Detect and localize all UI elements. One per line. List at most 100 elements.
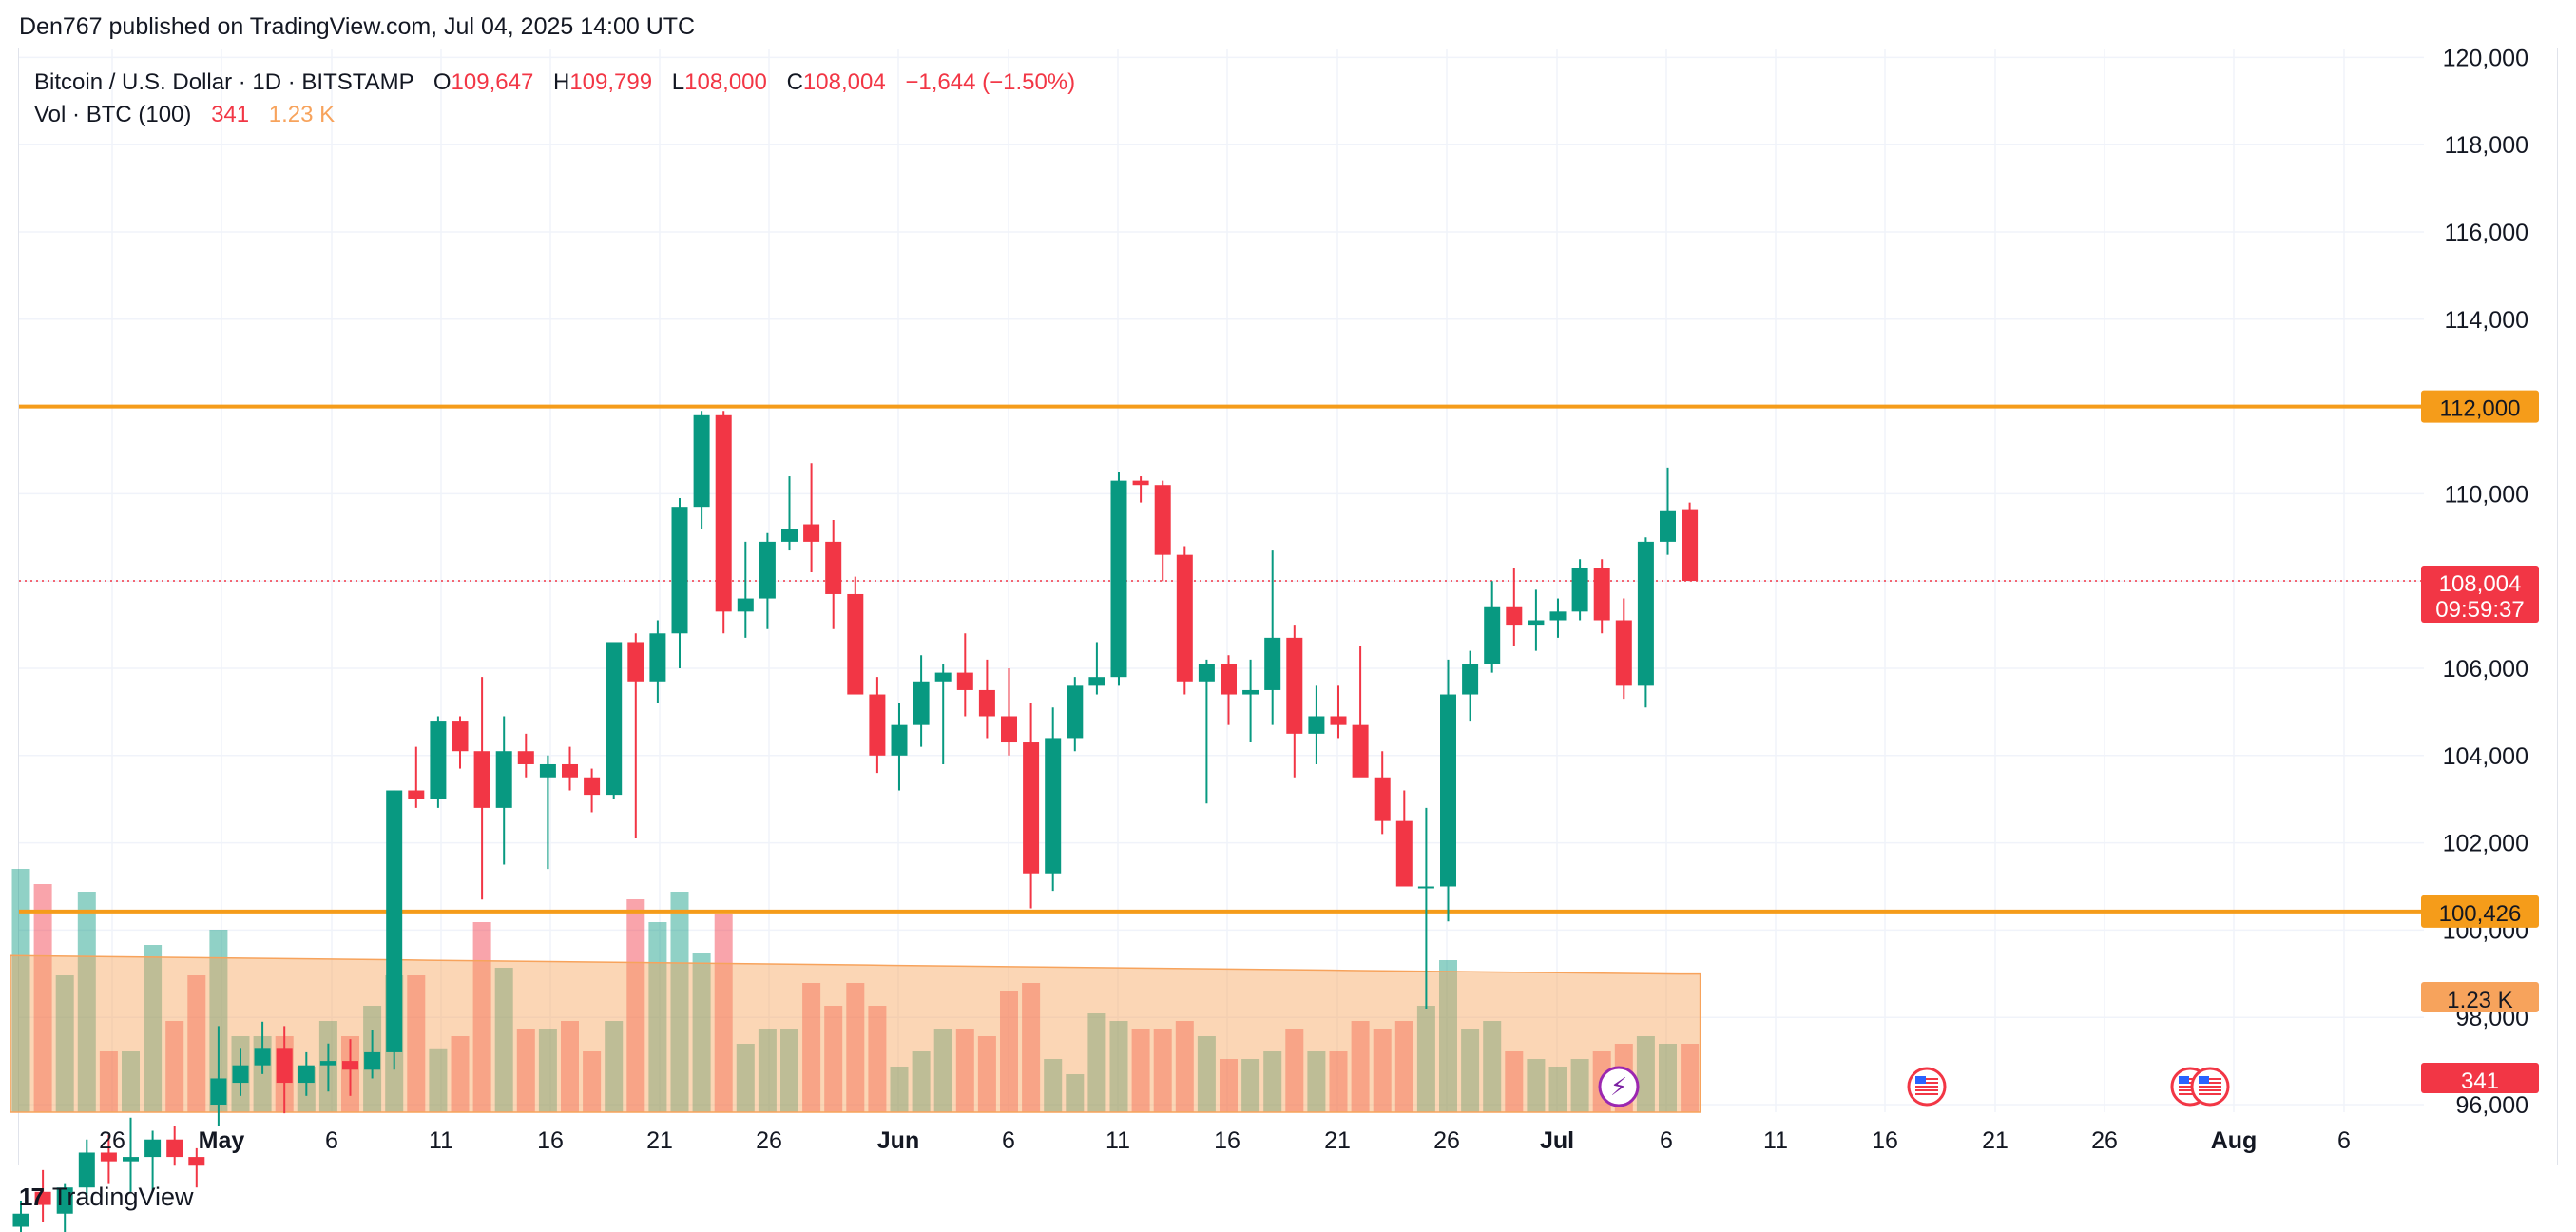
candle-body <box>891 724 908 756</box>
volume-bar <box>605 1021 624 1112</box>
volume-bar <box>1241 1059 1260 1112</box>
change-value: −1,644 (−1.50%) <box>905 69 1076 95</box>
volume-bar <box>33 884 52 1112</box>
volume-bar <box>1263 1051 1282 1112</box>
volume-bar <box>1570 1059 1589 1112</box>
volume-label: 341 <box>2421 1063 2539 1094</box>
symbol-name[interactable]: Bitcoin / U.S. Dollar · 1D · BITSTAMP <box>34 69 414 95</box>
volume-bar <box>407 975 426 1112</box>
volume-bar <box>451 1036 470 1112</box>
x-tick-label: 16 <box>1214 1127 1240 1154</box>
candle <box>386 790 403 1070</box>
candle <box>956 633 973 717</box>
candle <box>276 1026 293 1114</box>
volume-label[interactable]: Vol · BTC (100) <box>34 102 192 127</box>
candle <box>781 476 798 551</box>
volume-bar <box>1505 1051 1524 1112</box>
volume-bar <box>583 1051 602 1112</box>
candle <box>408 746 425 808</box>
volume-bar <box>1439 960 1457 1112</box>
candle-body <box>1506 606 1523 626</box>
candle-body <box>1110 480 1127 678</box>
candle <box>1660 467 1676 555</box>
candle-body <box>319 1061 336 1066</box>
flag-stripe <box>2179 1093 2201 1095</box>
x-tick-label: 11 <box>1105 1127 1130 1154</box>
last-price-label-text: 09:59:37 <box>2435 597 2524 623</box>
volume-bar <box>1527 1059 1546 1112</box>
candle-body <box>188 1157 205 1166</box>
candle <box>452 716 469 769</box>
candle-body <box>671 507 688 634</box>
candle <box>869 677 886 774</box>
candle <box>364 1030 381 1079</box>
candle-body <box>12 1213 29 1227</box>
brand-name[interactable]: TradingView <box>51 1183 194 1211</box>
candle-body <box>934 672 952 682</box>
x-tick-label: 26 <box>2091 1127 2118 1154</box>
candle <box>78 1139 95 1201</box>
candle <box>715 411 732 634</box>
candle <box>1045 707 1062 892</box>
flag-stripe <box>2179 1078 2201 1080</box>
candle <box>1198 659 1215 804</box>
x-tick-label: Aug <box>2211 1127 2258 1154</box>
candle-body <box>737 598 754 612</box>
candle <box>12 1200 29 1232</box>
time-axis: 26 May 6 11 16 21 26 Jun 6 11 16 21 26 Jul 6 11 16 21 26 Au… <box>99 1127 2351 1154</box>
us-flag-icon <box>2190 1067 2230 1107</box>
candle-body <box>1440 694 1456 887</box>
candle <box>1462 650 1479 722</box>
chart-legend: Bitcoin / U.S. Dollar · 1D · BITSTAMP O 1… <box>34 67 1075 131</box>
flag-stripe <box>1915 1089 1938 1091</box>
high-label: H <box>552 69 570 95</box>
candle <box>1352 646 1369 778</box>
candle-body <box>1615 620 1632 686</box>
candle-body <box>1528 620 1545 626</box>
open-label: O <box>433 69 452 95</box>
x-tick-label: 11 <box>429 1127 453 1154</box>
candle-body <box>100 1152 117 1162</box>
volume-ma-label: 1.23 K <box>2421 982 2539 1013</box>
volume-bar <box>144 945 163 1112</box>
candle <box>298 1051 315 1096</box>
candle <box>803 463 820 573</box>
tradingview-logo-icon[interactable]: 17 <box>19 1183 45 1211</box>
candle <box>1417 807 1434 1010</box>
x-tick-label: 21 <box>1324 1127 1351 1154</box>
volume-bar <box>955 1029 974 1112</box>
candle <box>254 1021 271 1074</box>
high-value: 109,799 <box>569 69 653 95</box>
flag-canton <box>2199 1076 2209 1084</box>
volume-bar <box>670 892 689 1112</box>
candle <box>473 677 490 900</box>
volume-bar <box>1066 1074 1085 1112</box>
x-tick-label: 21 <box>646 1127 673 1154</box>
candle <box>1001 668 1017 756</box>
candle-body <box>649 633 666 682</box>
spark-glyph: ⚡ <box>1610 1072 1627 1101</box>
horizontal-levels <box>19 404 2422 914</box>
candle-body <box>1221 664 1237 695</box>
x-tick-label: 11 <box>1763 1127 1788 1154</box>
level-label-112000: 112,000 <box>2421 390 2539 423</box>
candle-body <box>56 1187 73 1214</box>
low-value: 108,000 <box>684 69 767 95</box>
candle <box>1682 502 1699 582</box>
candle <box>1637 537 1654 708</box>
x-tick-label: May <box>199 1127 245 1154</box>
candle-body <box>1023 742 1040 874</box>
last-price-label-box <box>2421 566 2539 624</box>
candle-body <box>847 593 864 695</box>
candle <box>430 716 447 808</box>
candle <box>1308 685 1325 764</box>
volume-bar <box>1461 1029 1480 1112</box>
volume-bar <box>494 968 513 1112</box>
volume-bar <box>1636 1036 1655 1112</box>
volume-bar <box>1659 1044 1677 1112</box>
candle <box>34 1169 51 1222</box>
candle <box>584 768 601 813</box>
level-label-100426-box <box>2421 895 2539 928</box>
